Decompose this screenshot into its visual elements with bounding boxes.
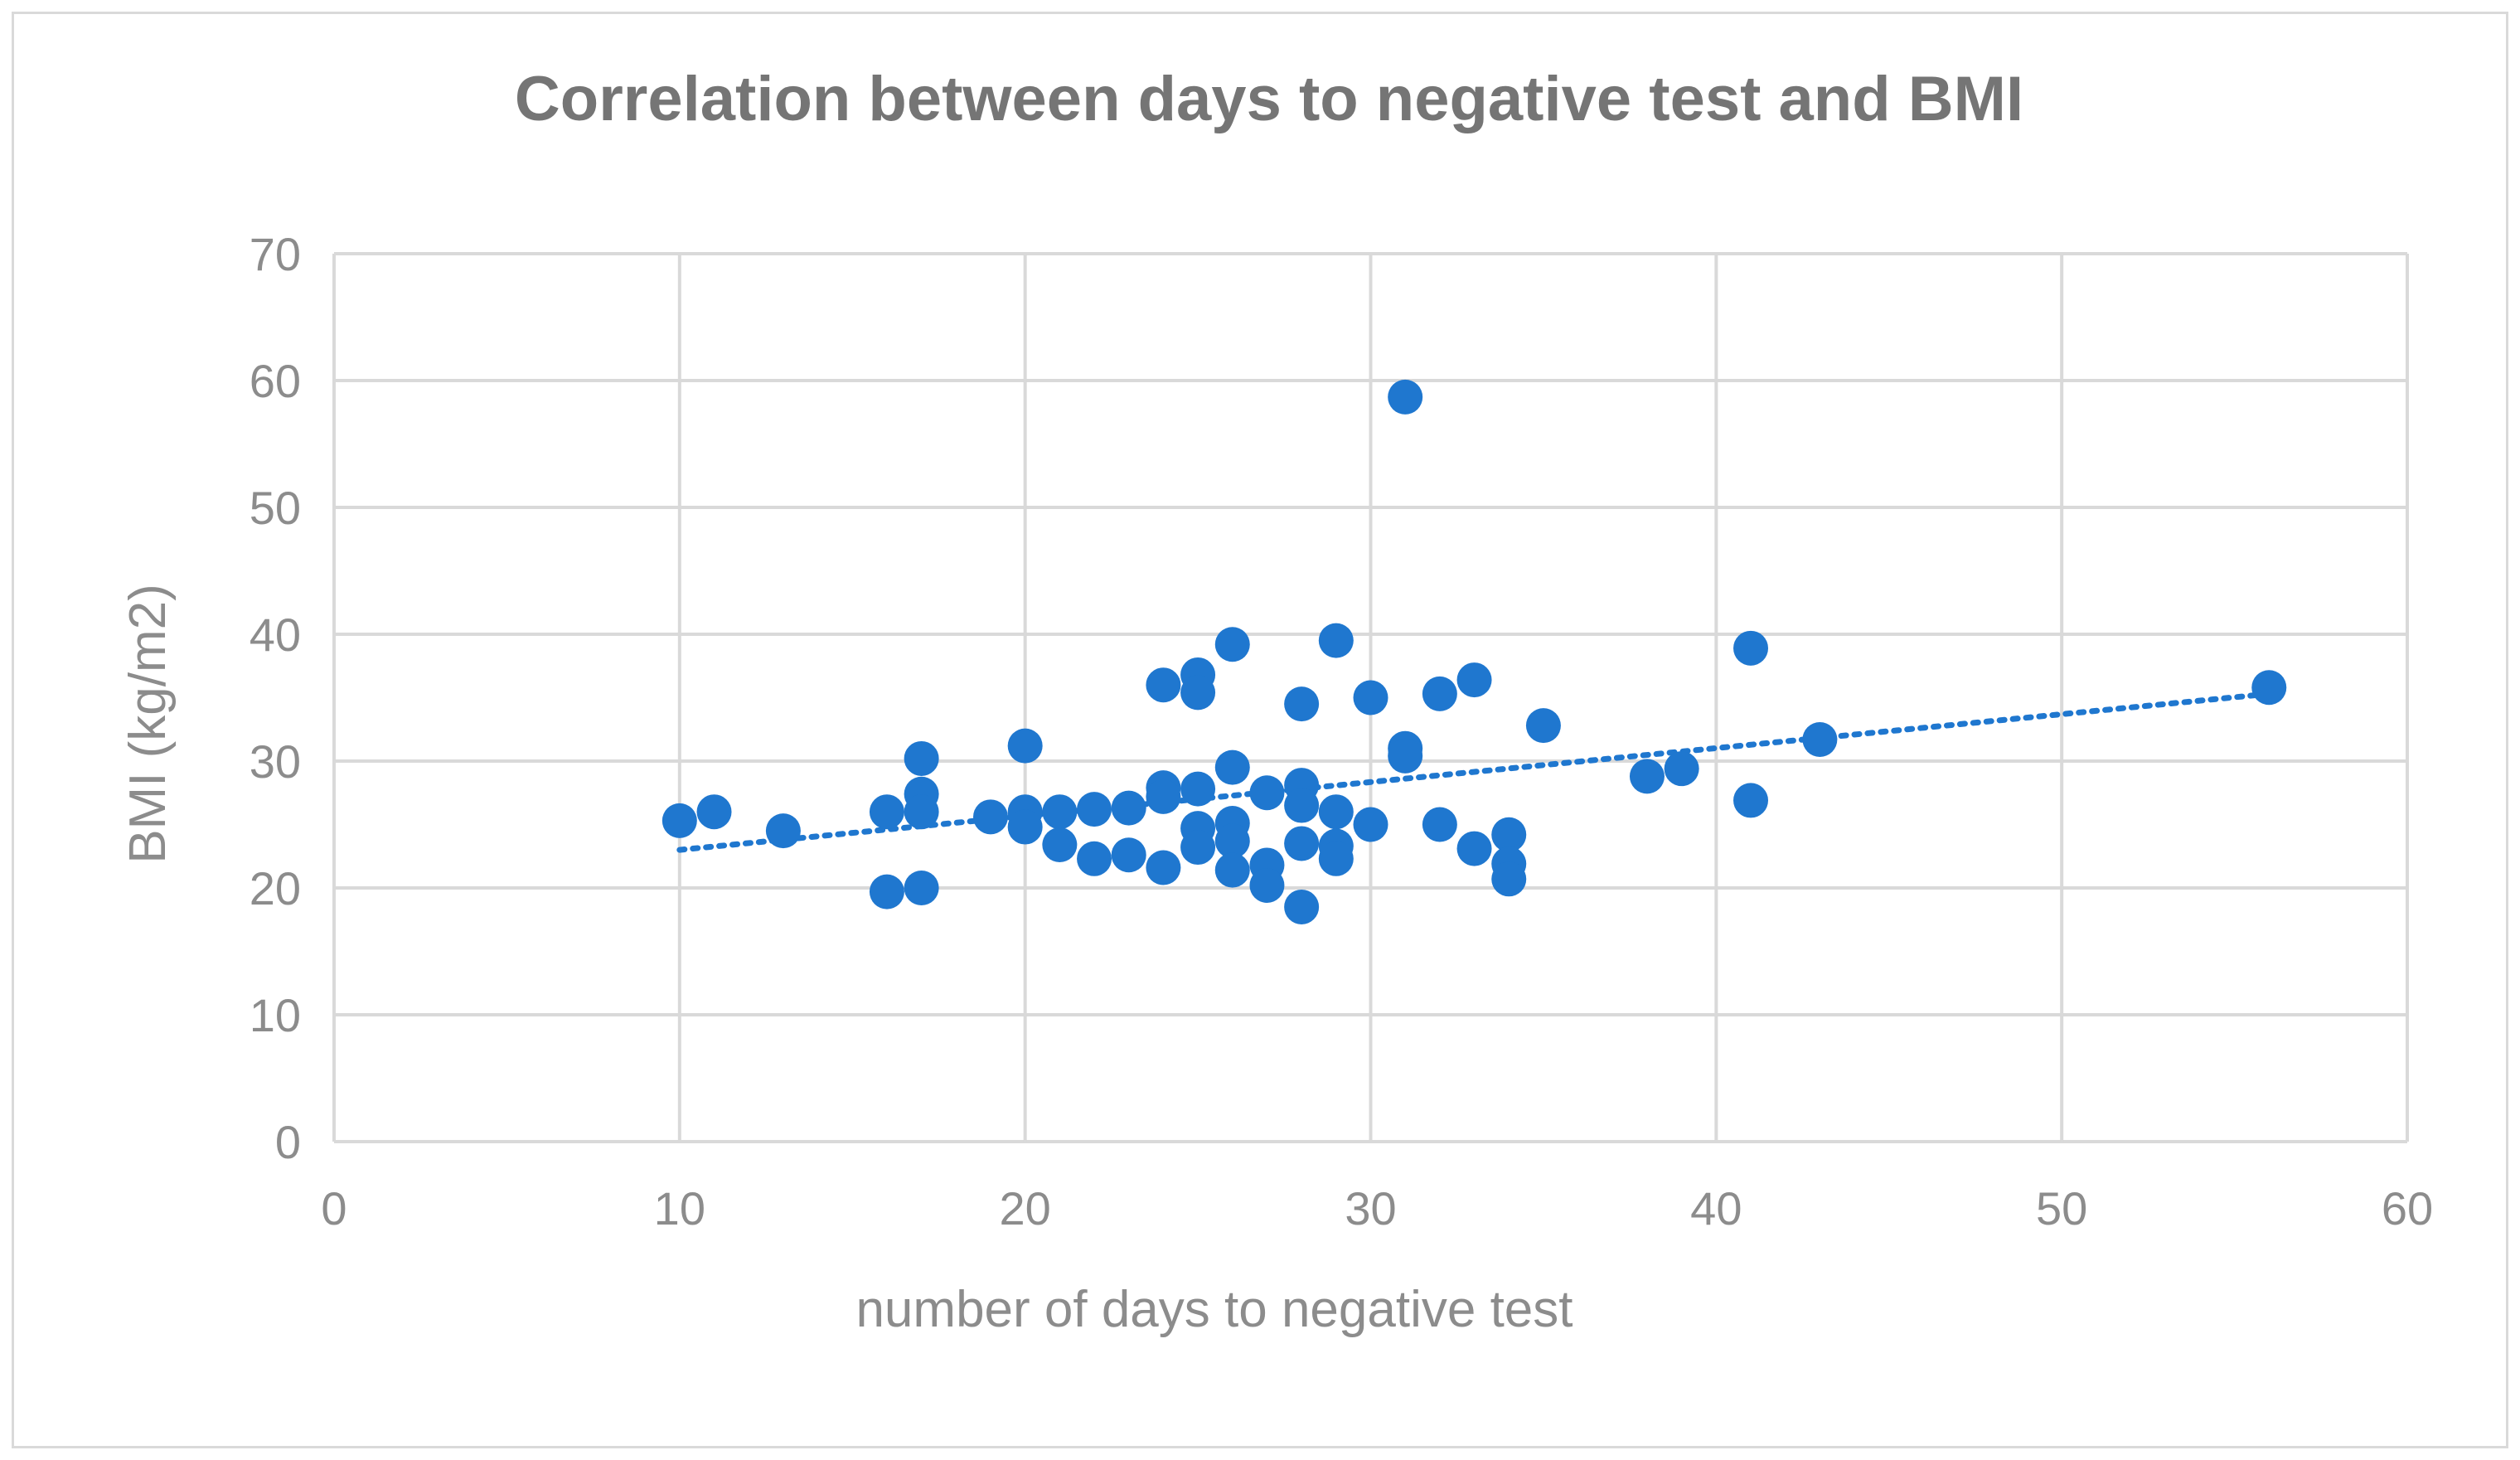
y-tick-label: 40 — [250, 609, 301, 661]
trendline — [676, 691, 2272, 853]
y-tick-label: 0 — [275, 1116, 301, 1168]
data-point — [1422, 807, 1457, 842]
data-point — [1111, 837, 1146, 873]
data-point — [1318, 841, 1354, 876]
data-point — [1284, 826, 1320, 861]
data-point — [1111, 790, 1146, 826]
data-point — [1007, 809, 1043, 845]
data-point — [2251, 670, 2287, 706]
data-point — [904, 794, 939, 830]
data-points — [662, 379, 2287, 924]
data-point — [1525, 708, 1561, 744]
data-point — [1249, 867, 1285, 903]
data-point — [1388, 738, 1423, 774]
data-point — [1802, 721, 1838, 757]
data-point — [1422, 676, 1457, 711]
x-tick-label: 40 — [1690, 1182, 1742, 1234]
data-point — [1146, 667, 1181, 703]
data-point — [1180, 830, 1216, 866]
data-point — [904, 871, 939, 905]
data-point — [1146, 850, 1181, 885]
data-point — [765, 813, 801, 849]
data-point — [696, 794, 732, 830]
data-point — [1388, 379, 1423, 415]
x-axis-title: number of days to negative test — [855, 1281, 1573, 1338]
data-point — [1733, 783, 1769, 818]
data-point — [1214, 823, 1250, 859]
y-tick-label: 60 — [250, 355, 301, 407]
data-point — [1456, 662, 1492, 698]
data-point — [869, 794, 904, 830]
data-point — [1284, 788, 1320, 823]
data-point — [1077, 841, 1112, 876]
chart-frame: Correlation between days to negative tes… — [12, 12, 2508, 1448]
data-point — [1733, 630, 1769, 666]
data-point — [1353, 807, 1388, 842]
scatter-chart: Correlation between days to negative tes… — [119, 64, 2433, 1338]
y-tick-label: 20 — [250, 862, 301, 914]
data-point — [662, 803, 697, 838]
data-point — [1491, 861, 1527, 897]
y-tick-label: 70 — [250, 228, 301, 280]
y-tick-label: 50 — [250, 482, 301, 534]
x-tick-label: 60 — [2382, 1182, 2433, 1234]
data-point — [1284, 686, 1320, 722]
x-tick-label: 10 — [654, 1182, 705, 1234]
trendline-layer — [676, 691, 2272, 853]
y-tick-label: 30 — [250, 735, 301, 788]
axes: 0 10 20 30 40 50 60 70 0 10 20 30 40 50 60 — [250, 228, 2433, 1234]
x-tick-label: 0 — [321, 1182, 346, 1234]
data-point — [1146, 779, 1181, 814]
chart-title: Correlation between days to negative tes… — [515, 64, 2023, 134]
data-point — [1318, 794, 1354, 830]
data-point — [1456, 831, 1492, 866]
data-point — [1664, 751, 1699, 787]
data-point — [1042, 827, 1078, 862]
data-point — [1214, 852, 1250, 888]
data-point — [869, 874, 904, 909]
data-point — [1249, 775, 1285, 811]
data-point — [1007, 728, 1043, 764]
gridlines — [332, 252, 2409, 1143]
data-point — [1214, 749, 1250, 785]
x-tick-label: 30 — [1345, 1182, 1396, 1234]
data-point — [1180, 771, 1216, 807]
data-point — [1077, 792, 1112, 827]
y-axis-title: BMI (kg/m2) — [119, 584, 177, 864]
x-tick-label: 20 — [1000, 1182, 1051, 1234]
data-point — [1214, 627, 1250, 662]
data-point — [972, 799, 1008, 835]
data-point — [1180, 675, 1216, 711]
data-point — [904, 740, 939, 776]
data-point — [1629, 759, 1665, 794]
data-point — [1353, 680, 1388, 715]
data-point — [1318, 623, 1354, 658]
data-point — [1491, 817, 1527, 852]
data-point — [1284, 889, 1320, 924]
y-tick-label: 10 — [250, 989, 301, 1041]
x-tick-label: 50 — [2036, 1182, 2087, 1234]
data-point — [1042, 794, 1078, 830]
